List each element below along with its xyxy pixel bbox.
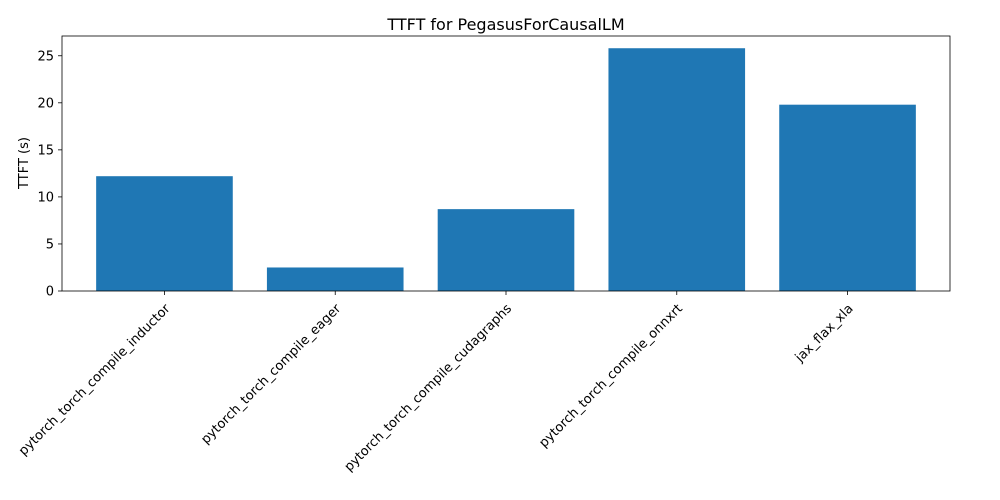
x-tick-label: pytorch_torch_compile_inductor	[16, 301, 174, 459]
y-tick-label: 10	[37, 190, 54, 205]
x-tick-label: pytorch_torch_compile_cudagraphs	[342, 301, 515, 474]
y-axis-label: TTFT (s)	[17, 137, 32, 190]
bar-pytorch_torch_compile_eager	[266, 267, 404, 291]
bar-pytorch_torch_compile_onnxrt	[608, 48, 746, 292]
y-tick-label: 15	[37, 143, 54, 158]
x-tick-label: pytorch_torch_compile_onnxrt	[536, 301, 685, 450]
y-tick-label: 20	[37, 96, 54, 111]
bars-layer	[96, 48, 916, 292]
chart-title: TTFT for PegasusForCausalLM	[386, 15, 624, 34]
bar-pytorch_torch_compile_cudagraphs	[437, 209, 575, 291]
bar-pytorch_torch_compile_inductor	[96, 176, 233, 291]
x-tick-label: jax_flax_xla	[792, 301, 857, 366]
x-tick-label: pytorch_torch_compile_eager	[198, 301, 344, 447]
bar-jax_flax_xla	[779, 104, 916, 291]
y-tick-label: 5	[46, 237, 54, 252]
y-tick-label: 25	[37, 49, 54, 64]
y-tick-label: 0	[46, 285, 54, 300]
